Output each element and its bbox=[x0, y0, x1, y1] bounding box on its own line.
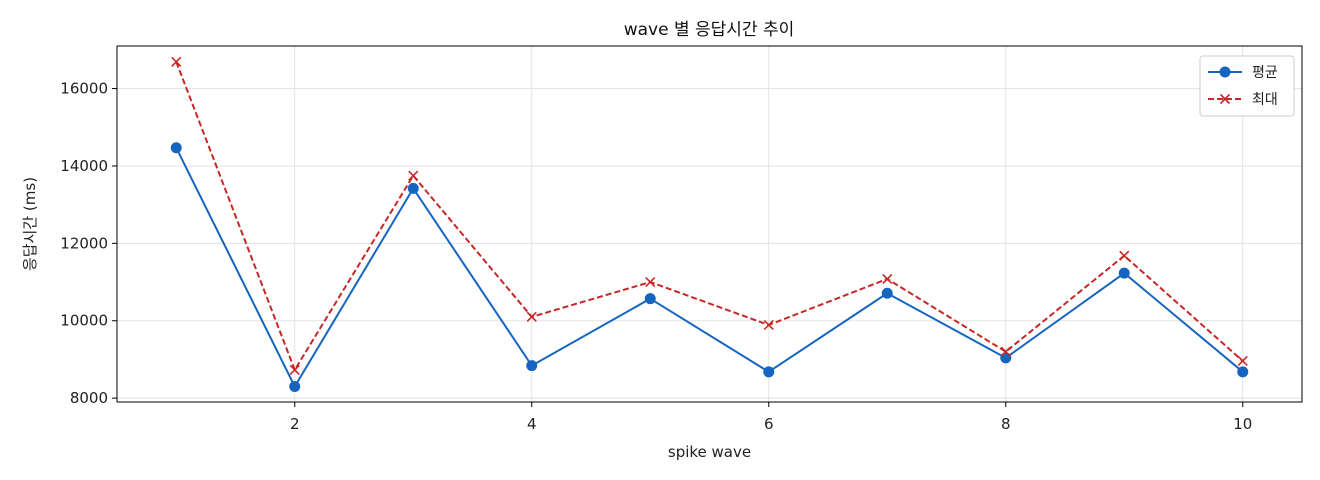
data-point bbox=[763, 366, 775, 378]
data-point bbox=[645, 276, 656, 288]
legend-label: 평균 bbox=[1252, 65, 1278, 81]
data-point bbox=[1237, 366, 1249, 378]
series-mean bbox=[170, 142, 1249, 393]
x-tick-label: 8 bbox=[1001, 415, 1011, 433]
x-tick-label: 6 bbox=[764, 415, 774, 433]
plot-area-frame bbox=[116, 45, 1303, 403]
y-axis-label: 응답시간 (ms) bbox=[21, 177, 39, 271]
x-tick-label: 10 bbox=[1233, 415, 1252, 433]
data-point bbox=[1000, 346, 1011, 357]
chart-title: wave 별 응답시간 추이 bbox=[624, 20, 795, 40]
data-point bbox=[170, 142, 182, 154]
data-point bbox=[407, 182, 419, 194]
x-axis-label: spike wave bbox=[668, 443, 751, 461]
y-tick-label: 14000 bbox=[60, 157, 108, 175]
data-point bbox=[644, 293, 656, 305]
series-line bbox=[175, 147, 1244, 388]
series-layer bbox=[170, 56, 1249, 393]
data-point bbox=[289, 381, 301, 393]
x-tick-label: 4 bbox=[527, 415, 537, 433]
data-point bbox=[408, 170, 419, 181]
data-point bbox=[1000, 352, 1012, 364]
x-tick-label: 2 bbox=[290, 415, 300, 433]
data-point bbox=[289, 364, 300, 375]
data-point bbox=[526, 360, 538, 372]
grid-lines bbox=[117, 46, 1302, 402]
series-line bbox=[175, 61, 1244, 371]
y-tick-label: 8000 bbox=[70, 389, 108, 407]
axes: 2 4 6 8 10 8000 10000 12000 14000 16000 bbox=[60, 80, 1252, 433]
legend-label: 최대 bbox=[1252, 92, 1278, 108]
y-tick-label: 12000 bbox=[60, 234, 108, 252]
data-point bbox=[171, 56, 182, 67]
data-point bbox=[882, 273, 893, 285]
legend-box bbox=[1199, 55, 1295, 117]
y-tick-label: 16000 bbox=[60, 80, 108, 98]
data-point bbox=[1219, 93, 1231, 105]
data-point bbox=[1118, 267, 1130, 279]
data-point bbox=[526, 311, 537, 322]
legend-entry: 최대 bbox=[1208, 92, 1278, 108]
y-tick-label: 10000 bbox=[60, 312, 108, 330]
data-point bbox=[763, 319, 774, 331]
data-point bbox=[881, 287, 893, 299]
data-point bbox=[1119, 250, 1130, 261]
series-max bbox=[171, 56, 1248, 375]
legend-entry: 평균 bbox=[1208, 65, 1278, 81]
data-point bbox=[1219, 66, 1231, 78]
data-point bbox=[1237, 355, 1248, 367]
